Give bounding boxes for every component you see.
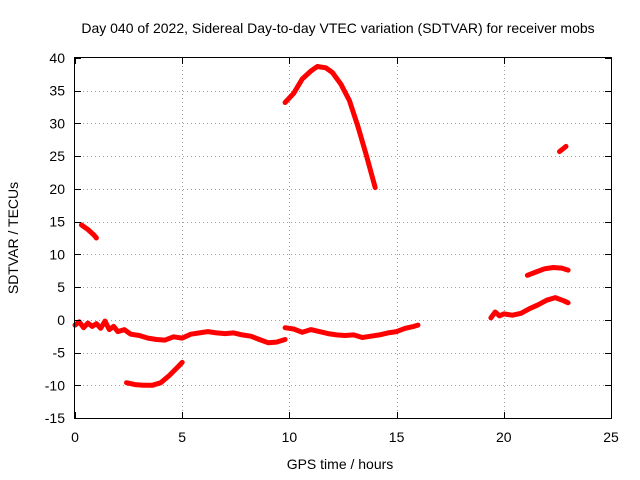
x-tick-label: 5 [178, 429, 186, 445]
grid-lines [75, 58, 611, 418]
series-line-segment-6 [488, 295, 571, 321]
x-axis-label: GPS time / hours [287, 456, 394, 472]
data-series-group [72, 64, 571, 388]
x-tick-label: 10 [282, 429, 298, 445]
chart-title: Day 040 of 2022, Sidereal Day-to-day VTE… [81, 20, 594, 36]
axis-ticks [75, 58, 612, 419]
series-line-segment-7 [524, 265, 571, 278]
y-tick-label: 25 [49, 148, 65, 164]
y-tick-label: 20 [49, 181, 65, 197]
y-tick-label: 40 [49, 50, 65, 66]
x-tick-labels: 0 5 10 15 20 25 [71, 429, 619, 445]
y-axis-label: SDTVAR / TECUs [5, 182, 21, 294]
y-tick-label: 10 [49, 246, 65, 262]
y-tick-label: 0 [57, 312, 65, 328]
y-tick-label: -10 [45, 377, 65, 393]
y-tick-label: 15 [49, 214, 65, 230]
series-line-segment-3 [78, 222, 99, 241]
y-tick-label: -5 [53, 345, 66, 361]
y-tick-label: -15 [45, 410, 65, 426]
x-tick-label: 25 [603, 429, 619, 445]
series-line-segment-8 [557, 143, 569, 155]
series-line-segment-1 [72, 318, 288, 346]
x-tick-label: 0 [71, 429, 79, 445]
x-tick-label: 15 [389, 429, 405, 445]
plot-frame [74, 57, 612, 419]
series-line-segment-5 [282, 64, 378, 191]
y-tick-label: 30 [49, 115, 65, 131]
y-tick-label: 35 [49, 83, 65, 99]
series-line-segment-4 [124, 359, 185, 388]
series-line-segment-2 [282, 322, 421, 340]
y-tick-labels: -15 -10 -5 0 5 10 15 20 25 30 35 40 [45, 50, 65, 426]
y-tick-label: 5 [57, 279, 65, 295]
x-tick-label: 20 [496, 429, 512, 445]
